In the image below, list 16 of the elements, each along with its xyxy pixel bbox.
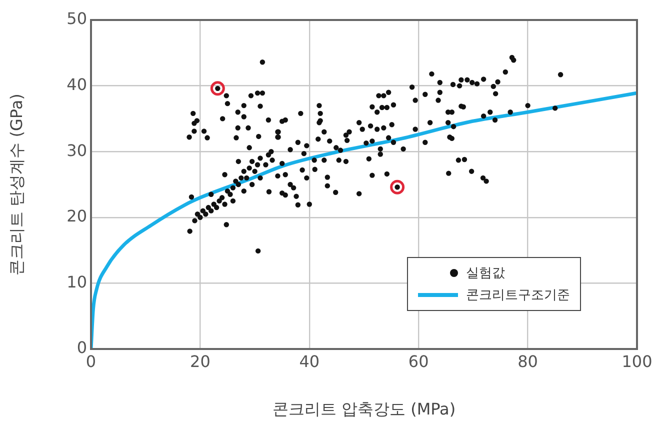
x-tick-label: 20	[190, 352, 210, 371]
line-series	[91, 91, 637, 349]
x-tick-label: 60	[408, 352, 429, 371]
x-tick-label: 80	[518, 352, 538, 371]
x-tick-label: 40	[299, 352, 320, 371]
y-axis-title: 콘크리트 탄성계수 (GPa)	[6, 94, 26, 276]
y-tick-label: 20	[66, 206, 87, 226]
y-tick-label: 0	[76, 338, 87, 358]
y-tick-label: 50	[66, 9, 87, 28]
y-tick-label: 30	[66, 140, 87, 160]
x-tick-label: 100	[622, 352, 652, 371]
legend-label: 실험값	[466, 265, 505, 282]
legend-label: 콘크리트구조기준	[466, 287, 570, 304]
x-axis-title: 콘크리트 압축강도 (MPa)	[272, 400, 456, 419]
y-tick-label: 10	[66, 272, 87, 292]
y-tick-label: 40	[66, 74, 87, 94]
